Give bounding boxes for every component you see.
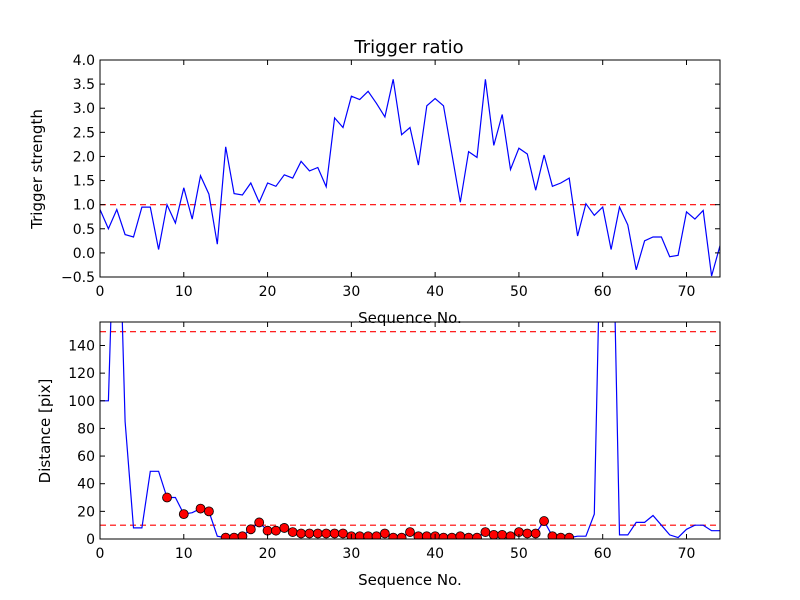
y-axis-label: Trigger strength <box>28 109 46 230</box>
data-marker <box>312 528 323 539</box>
x-tick-label: 70 <box>678 546 696 562</box>
data-marker <box>245 524 256 535</box>
x-tick-label: 60 <box>594 284 612 300</box>
plot-area-frame <box>99 59 721 278</box>
data-marker <box>287 527 298 537</box>
data-marker <box>472 532 482 539</box>
y-tick-label: 140 <box>68 338 95 354</box>
y-tick-label: −0.5 <box>61 270 95 286</box>
y-tick-label: 0 <box>86 532 95 548</box>
y-axis-label: Distance [pix] <box>36 379 54 484</box>
x-axis-label: Sequence No. <box>358 309 462 327</box>
plot-area-frame <box>99 321 721 540</box>
data-marker <box>396 532 407 539</box>
data-marker <box>530 528 541 539</box>
trigger-ratio-chart: Trigger ratio 0 10 20 30 40 50 60 70 −0.5 0.0 0.5 1… <box>28 37 721 327</box>
data-marker <box>539 516 549 526</box>
data-marker <box>254 517 265 528</box>
x-tick-label: 30 <box>342 546 360 562</box>
x-tick-label: 50 <box>510 546 528 562</box>
x-tick-label: 70 <box>678 284 696 300</box>
y-tick-label: 120 <box>68 366 95 382</box>
y-tick-label: 80 <box>77 421 95 437</box>
data-marker <box>405 527 415 537</box>
y-tick-label: 2.5 <box>73 125 95 141</box>
x-tick-label: 40 <box>426 284 444 300</box>
y-tick-label: 1.0 <box>73 198 95 214</box>
data-marker <box>480 527 491 537</box>
data-marker <box>564 532 575 539</box>
data-marker <box>271 525 281 536</box>
data-marker <box>338 528 348 539</box>
x-tick-label: 60 <box>594 546 612 562</box>
data-marker <box>505 531 516 539</box>
y-tick-label: 0.0 <box>73 246 95 262</box>
y-tick-label: 1.5 <box>73 174 95 190</box>
y-tick-label: 20 <box>77 504 95 520</box>
x-tick-label: 10 <box>175 284 193 300</box>
data-marker <box>178 509 189 520</box>
x-tick-label: 0 <box>96 284 105 300</box>
data-marker <box>488 529 499 539</box>
distance-chart: 0 10 20 30 40 50 60 70 0 20 40 60 80 100 120 140 Sequen… <box>36 321 721 589</box>
y-tick-label: 100 <box>68 394 95 410</box>
data-marker <box>497 529 508 539</box>
data-marker <box>329 528 340 539</box>
y-tick-label: 40 <box>77 477 95 493</box>
x-tick-label: 40 <box>426 546 444 562</box>
x-tick-label: 20 <box>259 546 277 562</box>
data-marker <box>279 523 290 533</box>
x-tick-label: 50 <box>510 284 528 300</box>
y-tick-label: 60 <box>77 449 95 465</box>
data-marker <box>296 528 306 539</box>
x-axis-label: Sequence No. <box>358 571 462 589</box>
chart-title: Trigger ratio <box>353 37 463 58</box>
x-tick-label: 20 <box>259 284 277 300</box>
data-marker <box>204 506 214 517</box>
y-tick-label: 3.5 <box>73 77 95 93</box>
data-marker <box>237 531 248 539</box>
x-tick-label: 30 <box>342 284 360 300</box>
data-marker <box>195 503 206 514</box>
data-marker <box>262 525 273 536</box>
x-tick-label: 10 <box>175 546 193 562</box>
y-tick-label: 3.0 <box>73 101 95 117</box>
y-tick-label: 2.0 <box>73 149 95 165</box>
y-tick-label: 0.5 <box>73 222 95 238</box>
x-tick-label: 0 <box>96 546 105 562</box>
data-marker <box>304 528 315 539</box>
data-marker <box>162 492 172 503</box>
data-marker <box>379 528 390 539</box>
data-marker <box>522 528 533 539</box>
y-tick-label: 4.0 <box>73 53 95 69</box>
data-marker <box>321 528 332 539</box>
series-line <box>100 79 720 277</box>
